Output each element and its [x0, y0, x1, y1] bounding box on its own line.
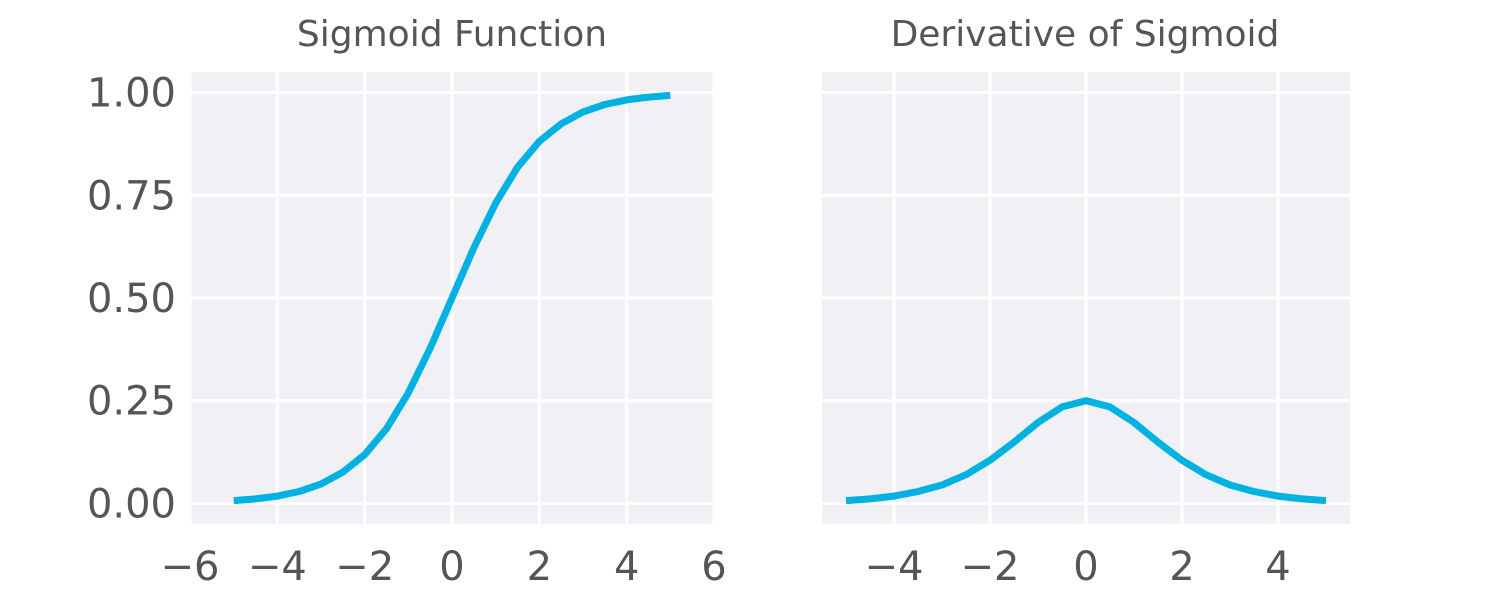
- sigmoid-series-line: [233, 91, 671, 505]
- sigmoid-y-tick-label: 0.25: [87, 379, 176, 425]
- sigmoid-y-tick-label: 0.75: [87, 173, 176, 219]
- sigmoid-x-tick-label: 4: [614, 544, 639, 590]
- sigmoid-x-tick-label: 6: [701, 544, 726, 590]
- derivative-grid: [816, 72, 1350, 530]
- derivative-x-tick-label: 4: [1265, 544, 1290, 590]
- sigmoid-x-tick-label: 2: [527, 544, 552, 590]
- sigmoid-x-tick-label: −6: [161, 544, 220, 590]
- chart-title-derivative: Derivative of Sigmoid: [891, 14, 1280, 55]
- sigmoid-y-tick-label: 0.00: [87, 481, 176, 527]
- sigmoid-grid: [184, 72, 716, 530]
- derivative-panel: Derivative of Sigmoid −4 −2 0 2 4: [816, 14, 1350, 590]
- derivative-x-tick-label: 2: [1169, 544, 1194, 590]
- sigmoid-x-tick-label: −2: [335, 544, 394, 590]
- derivative-x-tick-label: 0: [1073, 544, 1098, 590]
- sigmoid-panel: Sigmoid Function −6 −4 −2 0 2 4 6 0.00 0.25 0.50 0…: [87, 14, 727, 590]
- sigmoid-y-tick-label: 1.00: [87, 71, 176, 117]
- derivative-x-tick-label: −4: [865, 544, 924, 590]
- sigmoid-y-tick-label: 0.50: [87, 276, 176, 322]
- sigmoid-x-tick-label: 0: [439, 544, 464, 590]
- derivative-x-tick-label: −2: [961, 544, 1020, 590]
- sigmoid-x-tick-label: −4: [248, 544, 307, 590]
- derivative-series-line: [845, 397, 1327, 505]
- chart-title-sigmoid: Sigmoid Function: [297, 14, 607, 55]
